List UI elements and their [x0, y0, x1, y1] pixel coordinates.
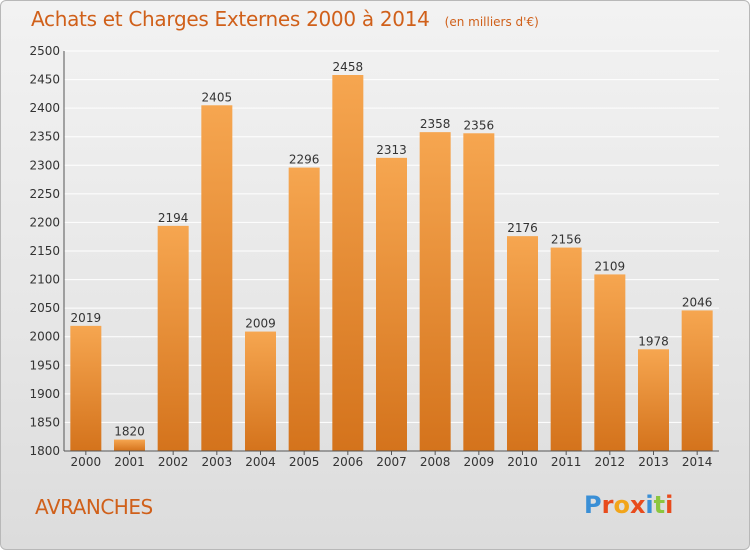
data-label: 1820	[114, 425, 145, 439]
bars: 2019 1820 2194 2405 2009 2296 2458 2313 2358 2356…	[70, 60, 713, 452]
x-tick-label: 2009	[464, 455, 495, 469]
y-tick-label: 2450	[29, 73, 60, 87]
bar	[201, 105, 233, 452]
x-tick-label: 2010	[507, 455, 538, 469]
commune-name: AVRANCHES	[35, 495, 153, 519]
data-label: 2019	[71, 311, 102, 325]
bar	[638, 349, 669, 451]
data-label: 2194	[158, 211, 189, 225]
data-label: 2009	[245, 317, 276, 331]
y-tick-label: 2500	[29, 44, 60, 58]
logo-letter: t	[653, 491, 666, 519]
y-tick-label: 2200	[29, 215, 60, 229]
data-label: 2109	[595, 259, 626, 273]
x-tick-label: 2006	[333, 455, 364, 469]
data-label: 2356	[464, 118, 495, 132]
y-tick-label: 2300	[29, 158, 60, 172]
data-label: 2046	[682, 295, 713, 309]
chart-title: Achats et Charges Externes 2000 à 2014	[31, 7, 430, 31]
logo-letter: P	[584, 491, 602, 519]
logo-letter: i	[645, 491, 654, 519]
data-label: 2176	[507, 221, 538, 235]
data-label: 2296	[289, 153, 320, 167]
y-tick-label: 1850	[29, 415, 60, 429]
x-tick-label: 2011	[551, 455, 582, 469]
logo-letter: x	[629, 491, 646, 519]
y-tick-label: 2150	[29, 244, 60, 258]
y-tick-label: 2350	[29, 130, 60, 144]
bar	[507, 236, 538, 451]
bar	[550, 247, 582, 451]
x-tick-label: 2000	[71, 455, 102, 469]
x-tick-label: 2007	[376, 455, 407, 469]
data-label: 2458	[333, 60, 364, 74]
proxiti-logo: Proxiti	[584, 491, 673, 519]
y-tick-label: 2050	[29, 301, 60, 315]
bar	[463, 133, 495, 452]
y-tick-label: 2100	[29, 273, 60, 287]
data-label: 2313	[376, 143, 407, 157]
x-tick-label: 2002	[158, 455, 189, 469]
x-tick-label: 2003	[202, 455, 233, 469]
y-tick-label: 1800	[29, 444, 60, 458]
y-tick-label: 2000	[29, 330, 60, 344]
x-tick-label: 2014	[682, 455, 713, 469]
x-tick-label: 2005	[289, 455, 320, 469]
data-label: 1978	[638, 334, 669, 348]
data-label: 2358	[420, 117, 451, 131]
axes: 1800 1850 1900 1950 2000 2050 2100 2150 2200 2250…	[29, 44, 719, 469]
bar	[70, 325, 102, 451]
bar	[157, 225, 189, 451]
bar	[288, 167, 320, 452]
bar	[594, 274, 626, 451]
x-tick-label: 2004	[245, 455, 276, 469]
y-tick-label: 2400	[29, 101, 60, 115]
data-label: 2156	[551, 233, 582, 247]
bar	[245, 331, 276, 451]
x-tick-label: 2001	[114, 455, 145, 469]
logo-letter: i	[665, 491, 674, 519]
x-tick-label: 2012	[595, 455, 626, 469]
bar	[332, 75, 364, 451]
logo-letter: r	[601, 491, 614, 519]
y-tick-label: 1900	[29, 387, 60, 401]
data-label: 2405	[202, 90, 233, 104]
y-tick-label: 2250	[29, 187, 60, 201]
chart-unit: (en milliers d'€)	[444, 15, 539, 29]
bar	[114, 439, 145, 451]
logo-letter: o	[613, 491, 630, 519]
x-tick-label: 2013	[638, 455, 669, 469]
x-tick-label: 2008	[420, 455, 451, 469]
y-tick-label: 1950	[29, 358, 60, 372]
bar	[419, 132, 451, 451]
bar	[681, 310, 713, 451]
bar	[376, 157, 407, 451]
title-row: Achats et Charges Externes 2000 à 2014 (…	[31, 7, 539, 31]
